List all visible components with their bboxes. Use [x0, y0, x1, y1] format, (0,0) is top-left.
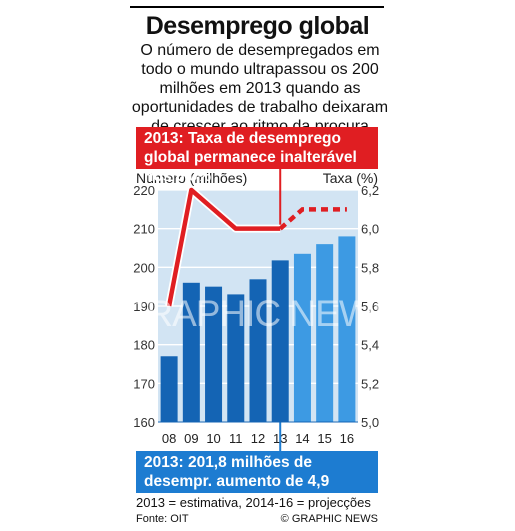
- bar-10: [205, 286, 223, 422]
- bar-12: [249, 279, 267, 422]
- y-right-tick-label: 5,4: [361, 338, 379, 353]
- y-left-tick-label: 200: [133, 260, 155, 275]
- y-left-tick-label: 160: [133, 415, 155, 430]
- bar-14: [293, 253, 311, 422]
- x-tick-label: 10: [206, 431, 220, 446]
- count-callout: 2013: 201,8 milhões de desempr. aumento …: [136, 451, 378, 509]
- y-left-axis-title: Número (milhões): [136, 170, 247, 186]
- x-tick-label: 08: [162, 431, 176, 446]
- bar-16: [338, 236, 356, 422]
- y-left-tick-label: 190: [133, 299, 155, 314]
- x-tick-label: 09: [184, 431, 198, 446]
- rate-line-actual: [166, 187, 281, 307]
- y-right-tick-label: 5,0: [361, 415, 379, 430]
- y-left-tick-label: 180: [133, 338, 155, 353]
- y-left-tick-label: 210: [133, 222, 155, 237]
- x-tick-label: 15: [317, 431, 331, 446]
- x-tick-label: 16: [340, 431, 354, 446]
- credit-note: © GRAPHIC NEWS: [280, 513, 378, 525]
- footnote: 2013 = estimativa, 2014-16 = projecções: [136, 495, 371, 510]
- x-tick-label: 14: [295, 431, 309, 446]
- rate-callout: 2013: Taxa de desemprego global permanec…: [136, 127, 378, 185]
- rate-line-projected: [278, 207, 347, 231]
- y-right-tick-label: 6,0: [361, 222, 379, 237]
- bar-15: [316, 244, 334, 422]
- page-title: Desemprego global: [145, 12, 370, 40]
- top-rule: [130, 6, 384, 8]
- y-right-tick-label: 5,6: [361, 299, 379, 314]
- bar-13: [271, 260, 289, 422]
- y-right-tick-label: 5,8: [361, 260, 379, 275]
- y-right-tick-label: 6,2: [361, 183, 379, 198]
- x-tick-label: 12: [251, 431, 265, 446]
- bar-08: [160, 356, 178, 422]
- y-left-tick-label: 170: [133, 376, 155, 391]
- y-right-tick-label: 5,2: [361, 376, 379, 391]
- bar-09: [182, 282, 200, 422]
- bar-11: [227, 294, 245, 422]
- source-note: Fonte: OIT: [136, 513, 189, 525]
- y-left-tick-label: 220: [133, 183, 155, 198]
- y-right-axis-title: Taxa (%): [323, 170, 378, 186]
- x-tick-label: 11: [229, 431, 243, 446]
